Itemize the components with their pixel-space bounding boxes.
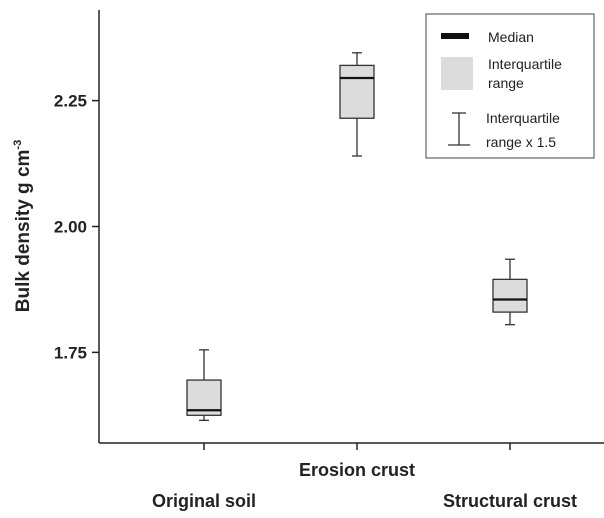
- category-label-erosion-crust: Erosion crust: [299, 460, 415, 480]
- legend-whisker-label-2: range x 1.5: [486, 134, 556, 150]
- y-ticks: 1.75 2.00 2.25: [54, 92, 99, 362]
- boxes: [186, 52, 528, 421]
- legend-median-label: Median: [488, 29, 534, 45]
- y-axis-title-superscript: -3: [12, 140, 24, 150]
- category-label-original-soil: Original soil: [152, 491, 256, 511]
- category-label-structural-crust: Structural crust: [443, 491, 577, 511]
- y-axis-title: Bulk density g cm-3: [12, 140, 34, 312]
- legend: Median Interquartile range Interquartile…: [425, 13, 595, 159]
- legend-iqr-label-2: range: [488, 75, 524, 91]
- iqr-box: [339, 64, 375, 119]
- legend-median-swatch: [441, 33, 469, 39]
- y-tick-label: 1.75: [54, 343, 87, 362]
- legend-whisker-swatch: [448, 112, 470, 146]
- box-structural-crust: [492, 258, 528, 326]
- y-tick-label: 2.00: [54, 218, 87, 237]
- iqr-box: [492, 278, 528, 313]
- box-erosion-crust: [339, 52, 375, 157]
- legend-iqr-swatch: [441, 57, 473, 90]
- legend-iqr-label-1: Interquartile: [488, 56, 562, 72]
- box-original-soil: [186, 349, 222, 421]
- y-axis-title-text: Bulk density g cm: [13, 150, 34, 313]
- y-tick-label: 2.25: [54, 92, 87, 111]
- x-ticks: [203, 443, 511, 450]
- category-labels: Original soil Erosion crust Structural c…: [152, 460, 577, 511]
- legend-whisker-label-1: Interquartile: [486, 110, 560, 126]
